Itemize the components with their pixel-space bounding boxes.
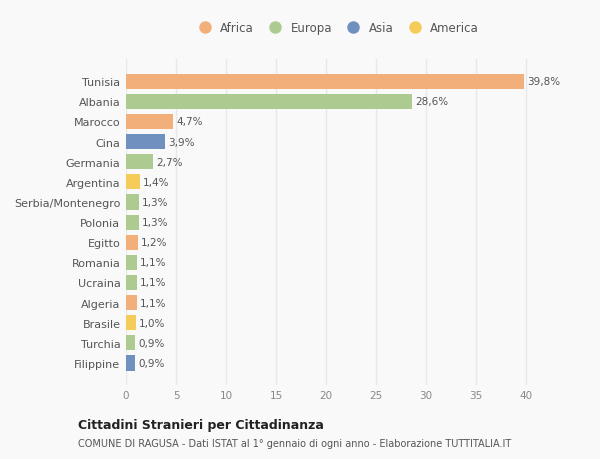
- Text: 0,9%: 0,9%: [138, 338, 164, 348]
- Text: 1,3%: 1,3%: [142, 197, 169, 207]
- Text: 1,3%: 1,3%: [142, 218, 169, 228]
- Text: COMUNE DI RAGUSA - Dati ISTAT al 1° gennaio di ogni anno - Elaborazione TUTTITAL: COMUNE DI RAGUSA - Dati ISTAT al 1° genn…: [78, 438, 511, 448]
- Text: 0,9%: 0,9%: [138, 358, 164, 368]
- Bar: [126, 356, 135, 371]
- Bar: [126, 255, 137, 270]
- Bar: [126, 315, 136, 330]
- Text: 1,0%: 1,0%: [139, 318, 166, 328]
- Text: 4,7%: 4,7%: [176, 117, 203, 127]
- Text: 1,2%: 1,2%: [141, 238, 167, 248]
- Text: Cittadini Stranieri per Cittadinanza: Cittadini Stranieri per Cittadinanza: [78, 418, 324, 431]
- Bar: [126, 115, 173, 130]
- Bar: [126, 235, 138, 250]
- Text: 1,4%: 1,4%: [143, 178, 170, 187]
- Bar: [126, 135, 165, 150]
- Text: 1,1%: 1,1%: [140, 258, 167, 268]
- Text: 2,7%: 2,7%: [156, 157, 182, 168]
- Text: 3,9%: 3,9%: [168, 137, 194, 147]
- Bar: [126, 215, 139, 230]
- Bar: [126, 275, 137, 291]
- Bar: [126, 155, 153, 170]
- Legend: Africa, Europa, Asia, America: Africa, Europa, Asia, America: [191, 20, 481, 38]
- Bar: [126, 195, 139, 210]
- Bar: [126, 95, 412, 110]
- Text: 1,1%: 1,1%: [140, 298, 167, 308]
- Bar: [126, 296, 137, 310]
- Text: 39,8%: 39,8%: [527, 77, 560, 87]
- Text: 28,6%: 28,6%: [415, 97, 448, 107]
- Bar: [126, 336, 135, 351]
- Bar: [126, 175, 140, 190]
- Text: 1,1%: 1,1%: [140, 278, 167, 288]
- Bar: [126, 74, 524, 90]
